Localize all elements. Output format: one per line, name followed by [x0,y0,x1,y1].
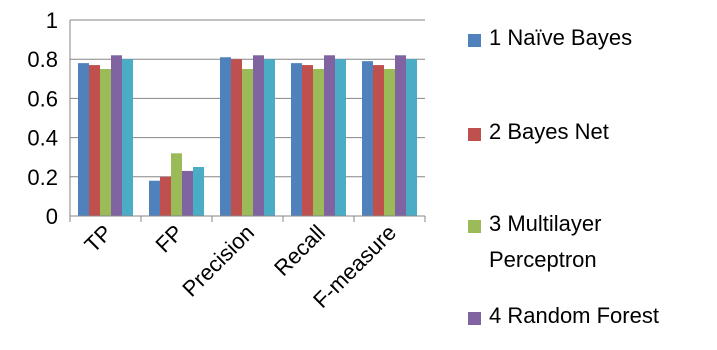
legend-label: 2 Bayes Net [489,119,609,144]
bar [171,153,182,216]
bar [242,69,253,216]
bar [373,65,384,216]
legend-label: Perceptron [489,247,597,272]
legend-label: 1 Naïve Bayes [489,25,632,50]
x-tick-label: FP [150,220,188,258]
bar [291,63,302,217]
bar [253,55,264,216]
bar [406,59,417,217]
bar [313,69,324,216]
legend-swatch [468,34,481,47]
y-tick-label: 0.8 [27,47,58,72]
x-tick-label: Recall [269,220,330,281]
bar [160,176,171,216]
bar [100,69,111,216]
legend-swatch [468,220,481,233]
legend: 1 Naïve Bayes 2 Bayes Net 3 Multilayer Perc… [468,25,659,328]
y-tick-label: 0.6 [27,86,58,111]
y-tick-label: 0 [46,204,58,229]
y-tick-label: 1 [46,8,58,33]
y-tick-label: 0.4 [27,126,58,151]
bar [111,55,122,216]
bar [89,65,100,216]
bar [122,59,133,217]
bar [182,170,193,216]
bar [335,59,346,217]
bar [264,59,275,217]
x-tick-label: Precision [177,220,259,302]
bar [302,65,313,216]
legend-label: 4 Random Forest [489,303,659,328]
legend-swatch [468,312,481,325]
bar [362,61,373,216]
legend-swatch [468,128,481,141]
bar [220,57,231,216]
bar [149,180,160,216]
bar [324,55,335,216]
y-tick-label: 0.2 [27,165,58,190]
x-tick-label: TP [79,220,117,258]
legend-label: 3 Multilayer [489,211,601,236]
bar [231,59,242,217]
bar [78,63,89,217]
bar [384,69,395,216]
bar [395,55,406,216]
bar [193,167,204,216]
bars [78,55,417,217]
